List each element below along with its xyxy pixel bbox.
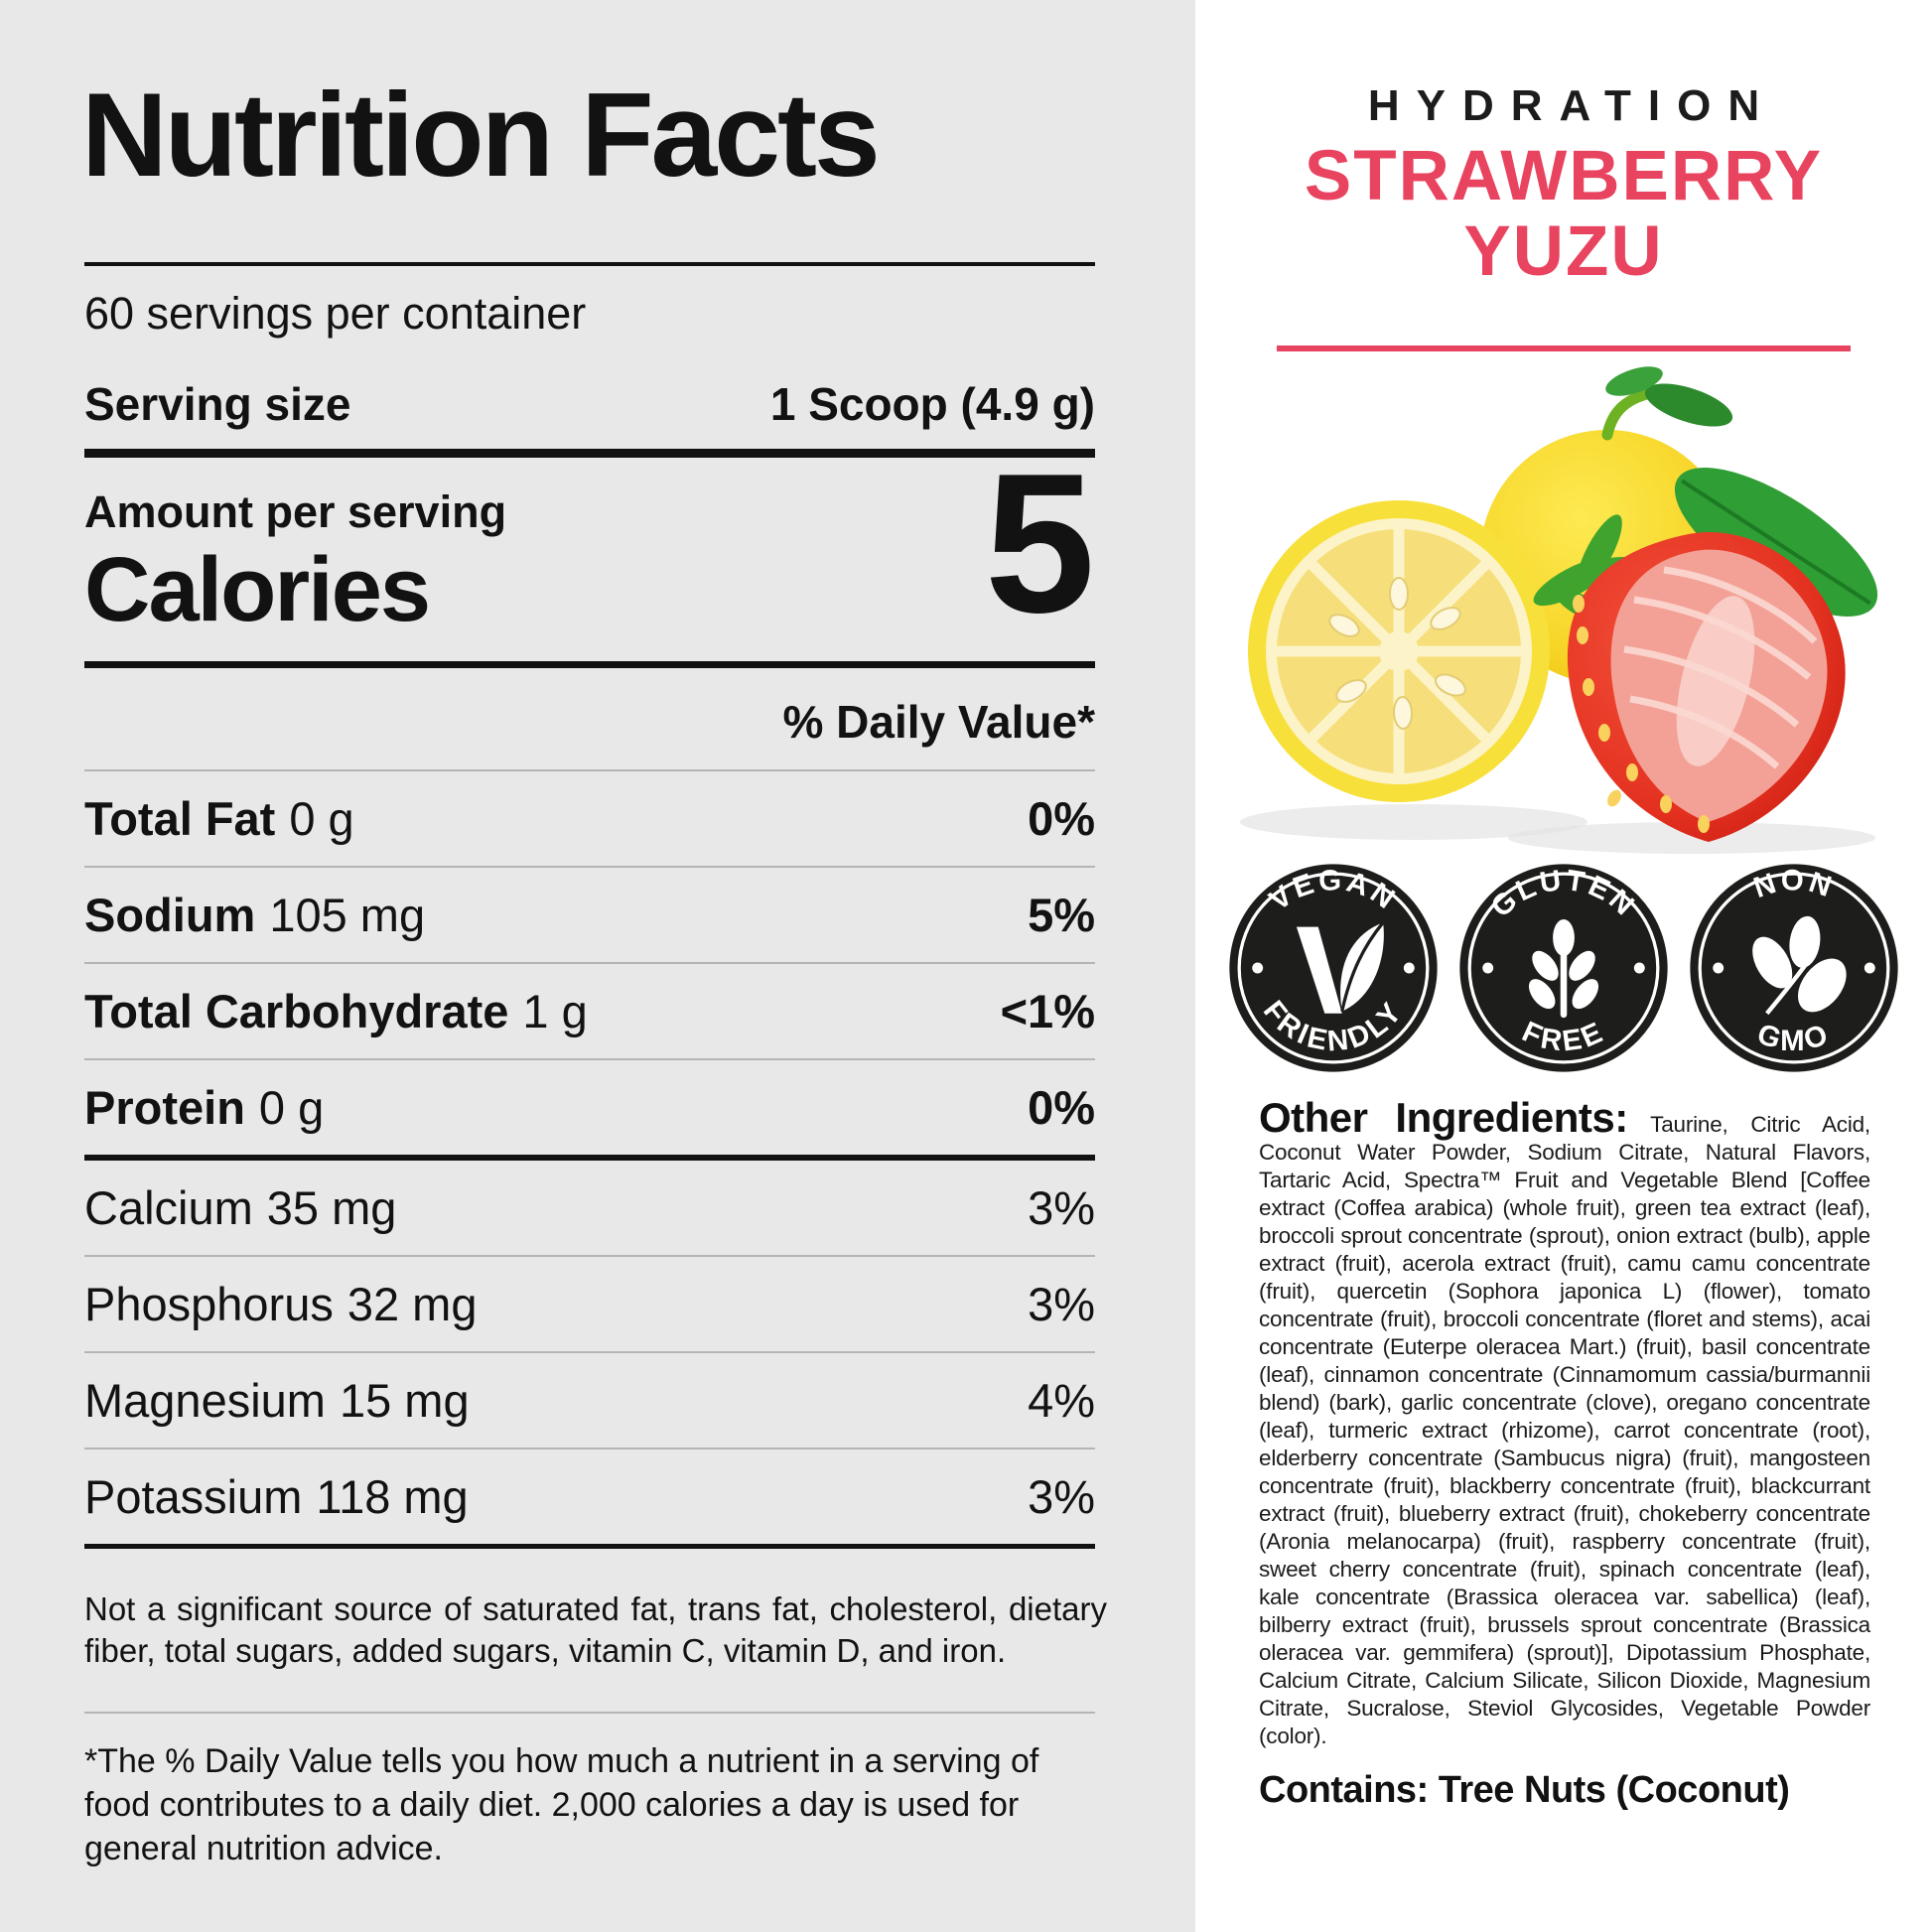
nutrient-dv: 0% <box>1028 1081 1095 1134</box>
serving-size-value: 1 Scoop (4.9 g) <box>769 378 1095 430</box>
nutrient-dv: 3% <box>1028 1470 1095 1523</box>
nutrient-label: Phosphorus <box>84 1278 334 1330</box>
table-row-potassium: Potassium 118 mg 3% <box>84 1449 1095 1549</box>
fruit-photo <box>1205 353 1916 855</box>
leaf <box>1674 468 1878 617</box>
nutrient-amount: 0 g <box>289 792 354 845</box>
flavor-underline <box>1277 345 1851 351</box>
table-row-calcium: Calcium 35 mg 3% <box>84 1161 1095 1257</box>
amount-per-serving-label: Amount per serving <box>84 486 507 537</box>
nutrient-dv: 5% <box>1028 889 1095 941</box>
daily-value-footnote: *The % Daily Value tells you how much a … <box>84 1742 1039 1868</box>
not-significant-note: Not a significant source of saturated fa… <box>84 1590 1107 1670</box>
nutrient-label: Total Carbohydrate <box>84 985 509 1037</box>
other-ingredients-label: Other Ingredients: <box>1259 1094 1628 1141</box>
nutrient-amount: 0 g <box>258 1081 325 1134</box>
calories-value: 5 <box>984 433 1095 654</box>
nutrient-label: Magnesium <box>84 1374 326 1427</box>
title-divider <box>84 262 1095 266</box>
table-row-protein: Protein 0 g 0% <box>84 1060 1095 1161</box>
calories-label: Calories <box>84 539 431 640</box>
footnote-divider <box>84 1712 1095 1714</box>
nutrient-dv: 0% <box>1028 792 1095 845</box>
svg-text:GMO: GMO <box>1753 1018 1835 1057</box>
nutrient-table: Total Fat 0 g 0% Sodium 105 mg 5% Total Ca… <box>84 769 1095 1549</box>
yuzu-slice <box>1248 500 1550 802</box>
thick-divider <box>84 449 1095 458</box>
other-ingredients: Other Ingredients: Taurine, Citric Acid,… <box>1259 1097 1870 1811</box>
nutrient-label: Protein <box>84 1081 245 1134</box>
nutrient-dv: 4% <box>1028 1374 1095 1427</box>
table-row-magnesium: Magnesium 15 mg 4% <box>84 1353 1095 1449</box>
table-row-sodium: Sodium 105 mg 5% <box>84 868 1095 964</box>
nutrient-amount: 118 mg <box>316 1470 469 1523</box>
flavor-name-line2: YUZU <box>1463 212 1664 291</box>
vegan-friendly-badge: VEGAN FRIENDLY <box>1229 864 1438 1072</box>
servings-per-container: 60 servings per container <box>84 288 587 339</box>
v-leaf-icon <box>1296 921 1385 1014</box>
wheat-icon <box>1528 918 1599 1019</box>
flavor-panel: HYDRATION STRAWBERRY YUZU <box>1195 0 1932 1932</box>
table-row-phosphorus: Phosphorus 32 mg 3% <box>84 1257 1095 1353</box>
allergen-statement: Contains: Tree Nuts (Coconut) <box>1259 1769 1790 1811</box>
nutrient-amount: 35 mg <box>266 1181 397 1234</box>
nutrient-dv: 3% <box>1028 1181 1095 1234</box>
nutrient-amount: 15 mg <box>339 1374 470 1427</box>
nutrient-label: Sodium <box>84 889 256 941</box>
serving-size-row: Serving size 1 Scoop (4.9 g) <box>84 377 1095 431</box>
flavor-name-line1: STRAWBERRY <box>1304 137 1824 215</box>
strawberry-yuzu-illustration <box>1240 366 1878 854</box>
strawberry-seeds <box>1573 595 1710 833</box>
nutrient-dv: <1% <box>1000 985 1095 1037</box>
nutrient-amount: 32 mg <box>346 1278 478 1330</box>
certification-badges: VEGAN FRIENDLY GLUTEN FREE <box>1195 860 1932 1076</box>
nutrition-facts-panel: Nutrition Facts 60 servings per containe… <box>0 0 1195 1932</box>
table-row-total-carbohydrate: Total Carbohydrate 1 g <1% <box>84 964 1095 1060</box>
non-gmo-badge: NON GMO <box>1690 864 1898 1072</box>
nutrient-label: Potassium <box>84 1470 303 1523</box>
category-title: HYDRATION <box>1367 81 1777 130</box>
nutrient-amount: 1 g <box>522 985 588 1037</box>
calories-divider <box>84 661 1095 668</box>
nutrition-facts-title: Nutrition Facts <box>81 69 881 202</box>
leaves-icon <box>1752 915 1847 1016</box>
nutrient-amount: 105 mg <box>269 889 426 941</box>
serving-size-label: Serving size <box>84 378 351 430</box>
table-row-total-fat: Total Fat 0 g 0% <box>84 771 1095 868</box>
daily-value-header: % Daily Value* <box>782 696 1096 748</box>
nutrient-label: Total Fat <box>84 792 276 845</box>
nutrient-dv: 3% <box>1028 1278 1095 1330</box>
other-ingredients-text: Taurine, Citric Acid, Coconut Water Powd… <box>1259 1112 1870 1748</box>
nutrient-label: Calcium <box>84 1181 253 1234</box>
strawberry <box>1533 514 1846 843</box>
gluten-free-badge: GLUTEN FREE <box>1459 864 1668 1072</box>
